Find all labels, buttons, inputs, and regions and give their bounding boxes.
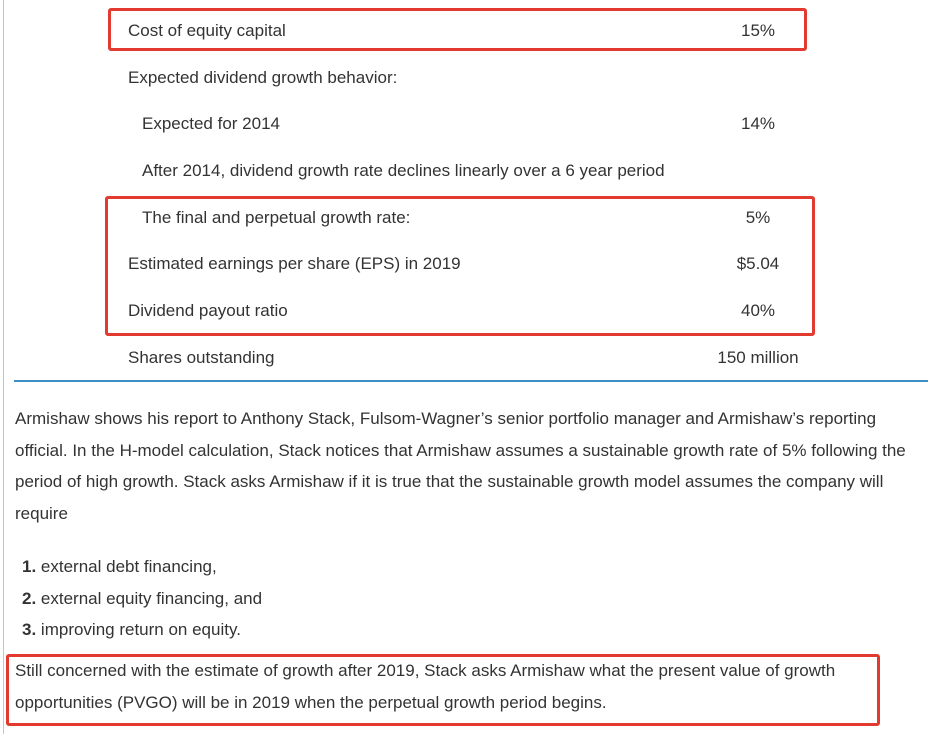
list-item-text: improving return on equity.: [40, 620, 241, 639]
left-border-rule: [3, 0, 4, 734]
list-item-text: external debt financing,: [40, 557, 217, 576]
table-row-shares-outstanding: Shares outstanding 150 million: [128, 346, 808, 370]
closing-paragraph: Still concerned with the estimate of gro…: [15, 661, 836, 712]
row-label: Expected dividend growth behavior:: [128, 68, 398, 87]
row-value: 14%: [740, 114, 776, 133]
row-value: $5.04: [736, 254, 780, 273]
highlight-box-closing-paragraph: [6, 654, 880, 726]
table-row-perpetual-growth: The final and perpetual growth rate: 5%: [128, 206, 808, 230]
list-item: 1. external debt financing,: [22, 551, 262, 583]
table-row-eps-2019: Estimated earnings per share (EPS) in 20…: [128, 252, 808, 276]
list-item: 3. improving return on equity.: [22, 614, 262, 646]
row-label: After 2014, dividend growth rate decline…: [142, 161, 665, 180]
row-value: 5%: [745, 208, 771, 227]
table-row-growth-behavior: Expected dividend growth behavior:: [128, 66, 808, 90]
list-item-number: 2.: [22, 588, 37, 608]
row-label: Cost of equity capital: [128, 21, 286, 40]
list-item-number: 1.: [22, 557, 37, 576]
list-item-text: external equity financing, and: [40, 588, 263, 608]
table-row-cost-of-equity: Cost of equity capital 15%: [128, 19, 808, 43]
highlight-box-growth-eps-payout: [105, 196, 815, 336]
list-item: 2. external equity financing, and: [22, 583, 262, 615]
list-item-number: 3.: [22, 620, 37, 639]
row-label: Shares outstanding: [128, 348, 275, 367]
table-row-payout-ratio: Dividend payout ratio 40%: [128, 299, 808, 323]
highlight-box-cost-of-equity: [108, 8, 807, 51]
row-label: Expected for 2014: [142, 114, 280, 133]
row-value: 40%: [740, 301, 776, 320]
row-label: Estimated earnings per share (EPS) in 20…: [128, 254, 461, 273]
table-row-after-2014: After 2014, dividend growth rate decline…: [128, 159, 808, 183]
row-value: 15%: [740, 21, 776, 40]
row-label: Dividend payout ratio: [128, 301, 288, 320]
body-paragraph: Armishaw shows his report to Anthony Sta…: [15, 409, 906, 523]
table-row-expected-2014: Expected for 2014 14%: [128, 112, 808, 136]
numbered-list: 1. external debt financing, 2. external …: [22, 551, 262, 646]
row-label: The final and perpetual growth rate:: [142, 208, 411, 227]
section-divider: [14, 380, 928, 382]
row-value: 150 million: [717, 348, 799, 367]
